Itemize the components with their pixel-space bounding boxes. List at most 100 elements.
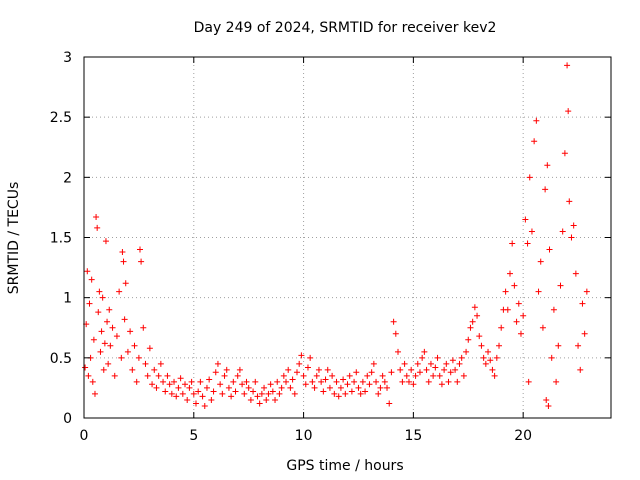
data-point bbox=[140, 324, 147, 331]
data-point bbox=[526, 174, 533, 181]
data-point bbox=[91, 390, 98, 397]
data-point bbox=[144, 372, 151, 379]
data-point bbox=[410, 381, 417, 388]
data-point bbox=[245, 384, 252, 391]
data-point bbox=[133, 378, 140, 385]
data-point bbox=[436, 372, 443, 379]
data-point bbox=[564, 62, 571, 69]
data-point bbox=[344, 381, 351, 388]
data-point bbox=[517, 330, 524, 337]
data-point bbox=[489, 366, 496, 373]
data-point bbox=[195, 388, 202, 395]
data-point bbox=[405, 378, 412, 385]
data-point bbox=[318, 378, 325, 385]
data-point bbox=[463, 348, 470, 355]
data-point bbox=[403, 372, 410, 379]
data-point bbox=[247, 396, 254, 403]
data-point bbox=[212, 369, 219, 376]
y-tick-label: 0.5 bbox=[50, 351, 72, 367]
data-point bbox=[124, 348, 131, 355]
data-point bbox=[364, 372, 371, 379]
data-point bbox=[568, 234, 575, 241]
data-point bbox=[476, 333, 483, 340]
data-point bbox=[373, 378, 380, 385]
data-point bbox=[153, 384, 160, 391]
data-point bbox=[324, 366, 331, 373]
data-point bbox=[225, 384, 232, 391]
data-point bbox=[366, 381, 373, 388]
data-point bbox=[258, 390, 265, 397]
data-point bbox=[513, 318, 520, 325]
y-tick-label: 0 bbox=[63, 411, 72, 427]
data-point bbox=[544, 162, 551, 169]
data-point bbox=[188, 378, 195, 385]
data-point bbox=[487, 357, 494, 364]
data-point bbox=[221, 372, 228, 379]
data-point bbox=[122, 280, 129, 287]
data-point bbox=[106, 306, 113, 313]
data-point bbox=[291, 390, 298, 397]
data-point bbox=[82, 364, 89, 371]
data-point bbox=[555, 342, 562, 349]
data-point bbox=[151, 366, 158, 373]
data-point bbox=[456, 360, 463, 367]
data-point bbox=[432, 364, 439, 371]
data-point bbox=[252, 378, 259, 385]
data-point bbox=[421, 348, 428, 355]
data-point bbox=[86, 300, 93, 307]
data-point bbox=[388, 369, 395, 376]
data-point bbox=[285, 366, 292, 373]
y-tick-label: 1 bbox=[63, 291, 72, 307]
data-point bbox=[175, 384, 182, 391]
data-point bbox=[160, 378, 167, 385]
data-point bbox=[397, 366, 404, 373]
data-point bbox=[390, 318, 397, 325]
data-point bbox=[104, 318, 111, 325]
data-point bbox=[309, 378, 316, 385]
x-tick-label: 20 bbox=[514, 428, 532, 444]
data-point bbox=[326, 384, 333, 391]
data-point bbox=[443, 360, 450, 367]
data-point bbox=[287, 384, 294, 391]
data-point bbox=[575, 342, 582, 349]
data-point bbox=[197, 378, 204, 385]
data-point bbox=[537, 258, 544, 265]
grid-layer bbox=[84, 57, 611, 418]
data-point bbox=[565, 108, 572, 115]
data-point bbox=[89, 378, 96, 385]
data-point bbox=[234, 372, 241, 379]
data-point bbox=[522, 216, 529, 223]
data-point bbox=[577, 366, 584, 373]
data-point bbox=[498, 324, 505, 331]
data-point bbox=[359, 378, 366, 385]
data-point bbox=[465, 336, 472, 343]
data-point bbox=[289, 376, 296, 383]
data-point bbox=[557, 282, 564, 289]
data-point bbox=[414, 360, 421, 367]
data-point bbox=[331, 390, 338, 397]
data-point bbox=[509, 240, 516, 247]
data-point bbox=[263, 396, 270, 403]
data-point bbox=[543, 396, 550, 403]
data-point bbox=[129, 366, 136, 373]
data-point bbox=[482, 360, 489, 367]
data-point bbox=[302, 381, 309, 388]
data-point bbox=[353, 369, 360, 376]
data-point bbox=[469, 318, 476, 325]
data-point bbox=[157, 360, 164, 367]
data-point bbox=[458, 354, 465, 361]
data-point bbox=[265, 390, 272, 397]
data-point bbox=[427, 360, 434, 367]
data-point bbox=[203, 384, 210, 391]
data-point bbox=[511, 282, 518, 289]
data-point bbox=[136, 246, 143, 253]
data-point bbox=[333, 378, 340, 385]
data-point bbox=[208, 396, 215, 403]
data-point bbox=[276, 390, 283, 397]
x-tick-label: 10 bbox=[295, 428, 313, 444]
data-point bbox=[467, 324, 474, 331]
data-point bbox=[280, 372, 287, 379]
y-tick-label: 2 bbox=[63, 170, 72, 186]
y-tick-label: 2.5 bbox=[50, 110, 72, 126]
